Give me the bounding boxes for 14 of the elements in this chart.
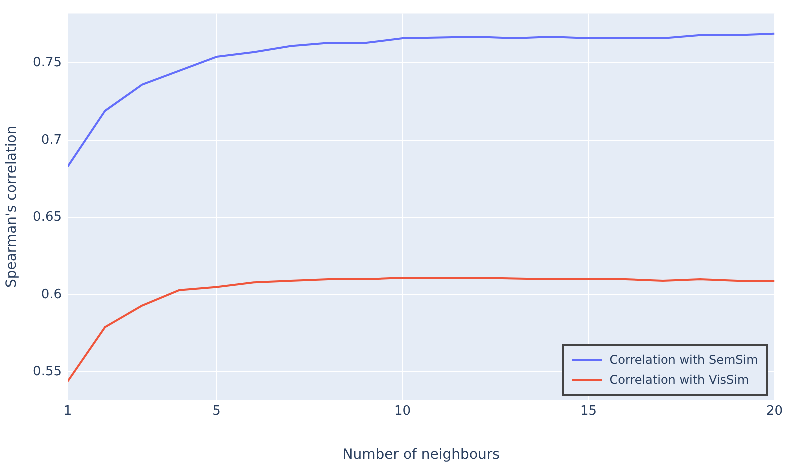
y-tick-label: 0.6 xyxy=(41,287,62,302)
y-tick-label: 0.55 xyxy=(33,364,62,380)
x-tick-label: 10 xyxy=(394,404,412,420)
x-tick-label: 20 xyxy=(766,404,783,420)
y-axis-title: Spearman's correlation xyxy=(4,126,20,288)
y-tick-label: 0.75 xyxy=(33,56,62,71)
y-tick-label: 0.65 xyxy=(33,210,62,226)
x-axis-title: Number of neighbours xyxy=(342,447,500,464)
x-tick-label: 1 xyxy=(64,404,72,420)
legend-label: Correlation with SemSim xyxy=(610,353,758,367)
x-tick-label: 15 xyxy=(580,404,598,420)
legend-label: Correlation with VisSim xyxy=(610,373,750,387)
y-tick-label: 0.7 xyxy=(41,132,62,148)
x-tick-label: 5 xyxy=(212,404,221,420)
